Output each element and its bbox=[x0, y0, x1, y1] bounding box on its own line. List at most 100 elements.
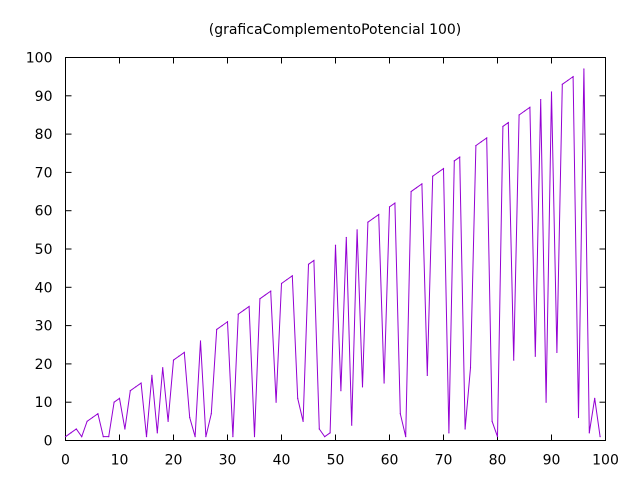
y-tick-label: 30 bbox=[35, 319, 53, 335]
data-point bbox=[210, 413, 212, 415]
x-tick-label: 50 bbox=[327, 453, 345, 469]
data-point bbox=[437, 171, 439, 173]
y-tick-label: 90 bbox=[35, 89, 53, 105]
data-point bbox=[475, 144, 477, 147]
data-point bbox=[577, 416, 580, 419]
data-point bbox=[199, 340, 202, 342]
data-point bbox=[378, 213, 380, 216]
data-point bbox=[442, 167, 445, 170]
data-point bbox=[502, 125, 504, 128]
data-point bbox=[594, 397, 596, 399]
data-point bbox=[415, 187, 418, 189]
x-tick-label: 40 bbox=[273, 453, 291, 469]
data-point bbox=[518, 114, 520, 116]
data-point bbox=[405, 436, 407, 438]
data-point bbox=[162, 367, 164, 369]
data-point bbox=[264, 294, 266, 296]
data-point bbox=[388, 206, 391, 208]
data-point bbox=[307, 263, 310, 265]
data-point bbox=[253, 436, 256, 438]
data-point bbox=[459, 156, 461, 158]
data-point bbox=[286, 279, 288, 281]
data-point bbox=[480, 141, 482, 143]
data-point bbox=[421, 183, 423, 185]
y-tick-label: 10 bbox=[35, 395, 53, 411]
x-tick-label: 20 bbox=[165, 453, 183, 469]
data-point bbox=[583, 68, 585, 70]
data-point bbox=[118, 397, 121, 399]
data-point bbox=[399, 413, 401, 415]
series-line bbox=[65, 68, 601, 438]
data-point bbox=[189, 416, 191, 419]
data-point bbox=[75, 428, 77, 430]
data-point bbox=[545, 401, 547, 403]
data-point bbox=[329, 432, 331, 434]
y-tick-label: 100 bbox=[26, 51, 53, 67]
data-point bbox=[205, 436, 207, 438]
data-point bbox=[140, 382, 142, 384]
data-point bbox=[345, 236, 347, 239]
data-point bbox=[70, 432, 72, 434]
data-point bbox=[232, 436, 234, 438]
data-point bbox=[313, 259, 315, 262]
data-point bbox=[237, 313, 239, 315]
data-point bbox=[486, 137, 488, 139]
data-point bbox=[86, 420, 88, 422]
data-point bbox=[194, 436, 196, 438]
data-point bbox=[529, 106, 531, 108]
data-point bbox=[151, 374, 153, 376]
data-point bbox=[280, 282, 283, 285]
data-point bbox=[540, 99, 542, 101]
data-point bbox=[523, 110, 526, 112]
data-point bbox=[102, 436, 104, 438]
y-tick-label: 20 bbox=[35, 357, 53, 373]
data-point bbox=[81, 436, 83, 438]
data-point bbox=[259, 298, 261, 300]
data-point bbox=[108, 436, 110, 438]
data-point bbox=[167, 420, 169, 422]
data-point bbox=[226, 321, 229, 323]
x-tick-label: 70 bbox=[435, 453, 453, 469]
x-tick-label: 0 bbox=[61, 453, 70, 469]
data-point bbox=[469, 367, 472, 369]
data-point bbox=[124, 428, 126, 430]
x-tick-label: 60 bbox=[381, 453, 399, 469]
data-point bbox=[243, 309, 245, 311]
data-point bbox=[426, 374, 428, 376]
data-point bbox=[91, 416, 94, 419]
data-point bbox=[372, 217, 374, 219]
data-point bbox=[464, 428, 466, 430]
data-point bbox=[129, 390, 131, 392]
y-tick-label: 40 bbox=[35, 280, 53, 296]
series-layer bbox=[64, 68, 601, 438]
data-point bbox=[351, 424, 353, 426]
data-point bbox=[361, 386, 364, 388]
data-point bbox=[561, 83, 563, 85]
data-point bbox=[318, 428, 320, 430]
data-point bbox=[302, 420, 304, 422]
data-point bbox=[507, 122, 509, 124]
data-point bbox=[356, 229, 358, 231]
data-point bbox=[183, 351, 185, 354]
data-point bbox=[340, 390, 342, 392]
data-point bbox=[156, 432, 158, 434]
x-tick-label: 30 bbox=[219, 453, 237, 469]
data-point bbox=[599, 436, 601, 438]
x-tick-label: 80 bbox=[489, 453, 507, 469]
data-point bbox=[491, 420, 493, 422]
chart-title: (graficaComplementoPotencial 100) bbox=[209, 22, 462, 38]
data-point bbox=[97, 413, 99, 415]
y-tick-label: 60 bbox=[35, 204, 53, 220]
data-point bbox=[216, 328, 218, 331]
data-point bbox=[367, 221, 369, 223]
data-point bbox=[432, 175, 434, 177]
data-point bbox=[145, 436, 148, 438]
data-point bbox=[567, 79, 569, 82]
data-point bbox=[410, 190, 412, 193]
x-axis: 0 10 20 30 40 50 60 70 80 90 100 bbox=[61, 57, 619, 469]
data-point bbox=[297, 397, 299, 399]
data-point bbox=[172, 359, 175, 361]
data-point bbox=[572, 76, 574, 78]
y-tick-label: 70 bbox=[35, 165, 53, 181]
